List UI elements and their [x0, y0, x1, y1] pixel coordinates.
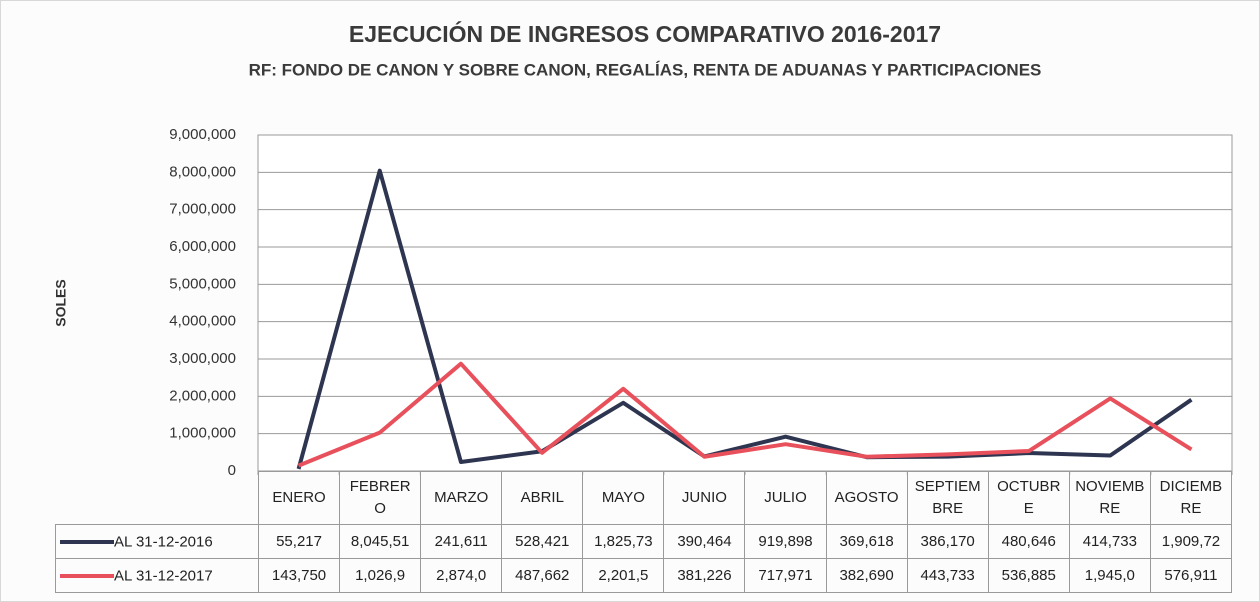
series-row: AL 31-12-2016 55,217 8,045,51 241,611 528,42… — [55, 524, 1233, 559]
y-tick-label: 4,000,000 — [169, 313, 236, 330]
value-label: 443,733 — [906, 558, 989, 593]
series-row: AL 31-12-2017 143,750 1,026,9 2,874,0 487,66… — [55, 558, 1233, 593]
legend-swatch — [60, 573, 114, 578]
value-label: 8,045,51 — [339, 524, 422, 559]
chart-title: EJECUCIÓN DE INGRESOS COMPARATIVO 2016-2… — [349, 20, 941, 47]
x-tick-label: SEPTIEMBRE — [906, 471, 989, 525]
y-tick-label: 0 — [228, 462, 236, 479]
x-tick-label: ENERO — [257, 471, 341, 525]
legend-swatch — [60, 539, 114, 544]
x-tick-label: DICIEMBRE — [1149, 471, 1233, 525]
blank-cell — [55, 471, 259, 525]
y-tick-label: 2,000,000 — [169, 387, 236, 404]
legend-entry: AL 31-12-2016 — [55, 524, 259, 559]
series-line — [297, 361, 1193, 468]
value-label: 369,618 — [825, 524, 908, 559]
value-label: 1,825,73 — [582, 524, 665, 559]
value-label: 717,971 — [744, 558, 827, 593]
x-tick-label: MAYO — [582, 471, 665, 525]
value-label: 480,646 — [987, 524, 1070, 559]
y-tick-label: 5,000,000 — [169, 275, 236, 292]
category-row: ENERO FEBRERO MARZO ABRIL MAYO JUNIO JULIO AGOS… — [55, 471, 1233, 525]
value-label: 390,464 — [663, 524, 746, 559]
value-label: 55,217 — [257, 524, 341, 559]
legend-label: AL 31-12-2016 — [114, 533, 213, 551]
y-tick-label: 6,000,000 — [169, 238, 236, 255]
value-label: 919,898 — [744, 524, 827, 559]
y-tick-label: 1,000,000 — [169, 425, 236, 442]
value-label: 1,945,0 — [1068, 558, 1151, 593]
series-line — [296, 168, 1193, 470]
data-table: ENERO FEBRERO MARZO ABRIL MAYO JUNIO JULIO AGOS… — [55, 471, 1233, 593]
value-label: 487,662 — [501, 558, 584, 593]
value-label: 382,690 — [825, 558, 908, 593]
chart-subtitle: RF: FONDO DE CANON Y SOBRE CANON, REGALÍ… — [249, 60, 1042, 79]
value-label: 576,911 — [1149, 558, 1233, 593]
y-axis-label: SOLES — [53, 279, 69, 326]
value-label: 1,026,9 — [339, 558, 422, 593]
value-label: 1,909,72 — [1149, 524, 1233, 559]
value-label: 2,874,0 — [420, 558, 503, 593]
value-label: 2,201,5 — [582, 558, 665, 593]
value-label: 414,733 — [1068, 524, 1151, 559]
x-tick-label: AGOSTO — [825, 471, 908, 525]
value-label: 143,750 — [257, 558, 341, 593]
value-label: 386,170 — [906, 524, 989, 559]
value-label: 381,226 — [663, 558, 746, 593]
x-tick-label: JUNIO — [663, 471, 746, 525]
x-tick-label: FEBRERO — [339, 471, 422, 525]
y-tick-label: 8,000,000 — [169, 163, 236, 180]
x-tick-label: MARZO — [420, 471, 503, 525]
value-label: 241,611 — [420, 524, 503, 559]
legend-entry: AL 31-12-2017 — [55, 558, 259, 593]
x-tick-label: OCTUBRE — [987, 471, 1070, 525]
value-label: 536,885 — [987, 558, 1070, 593]
plot-area — [257, 134, 1233, 472]
y-tick-label: 3,000,000 — [169, 350, 236, 367]
x-tick-label: ABRIL — [501, 471, 584, 525]
value-label: 528,421 — [501, 524, 584, 559]
y-tick-label: 7,000,000 — [169, 201, 236, 218]
legend-label: AL 31-12-2017 — [114, 567, 213, 585]
y-tick-label: 9,000,000 — [169, 126, 236, 143]
x-tick-label: JULIO — [744, 471, 827, 525]
x-tick-label: NOVIEMBRE — [1068, 471, 1151, 525]
